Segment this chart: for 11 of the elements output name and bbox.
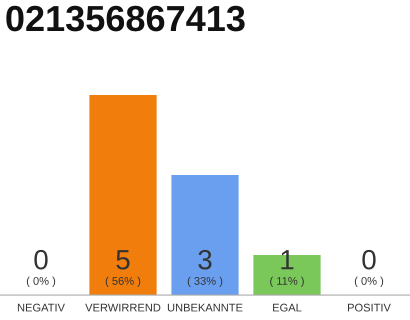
data-label: 0 ( 0% ) [26,250,56,288]
data-label: 0 ( 0% ) [354,250,384,288]
x-tick-label: NEGATIV [18,304,65,312]
chart-title: 021356867413 [6,6,245,32]
data-label: 3 ( 33% ) [188,250,222,288]
x-tick-label: VERWIRREND [85,304,160,312]
data-label: 5 ( 56% ) [106,250,140,288]
x-tick-label: UNBEKANNTE [168,304,242,312]
x-tick-label: EGAL [273,304,302,312]
x-tick-label: POSITIV [348,304,391,312]
data-label: 1 ( 11% ) [270,250,304,288]
